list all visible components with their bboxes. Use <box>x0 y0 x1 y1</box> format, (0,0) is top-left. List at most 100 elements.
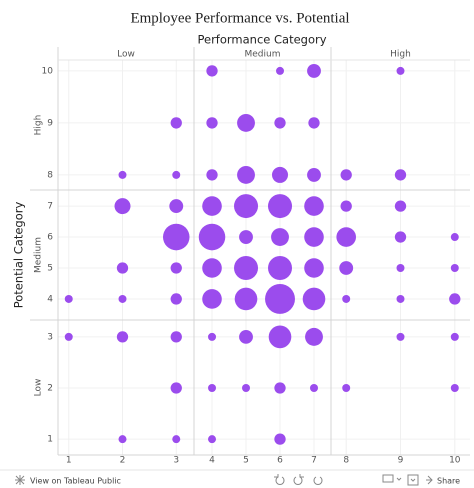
bubble <box>450 233 459 242</box>
bubble <box>239 329 253 344</box>
plot-area: Low 1 2 3 Medium 4 5 6 7 High 8 9 10 High 8 9 10 Medium 4 5… <box>30 47 470 466</box>
x-tick-label: 3 <box>173 456 179 466</box>
bubble <box>172 170 181 179</box>
bubble <box>162 223 190 251</box>
bubble <box>172 435 181 444</box>
bubble <box>396 66 405 75</box>
bubble <box>450 384 459 393</box>
bubble <box>394 231 407 243</box>
bubble <box>206 117 218 129</box>
y-pane-label: Low <box>34 379 44 397</box>
bubble <box>265 283 295 314</box>
x-pane-label: Low <box>117 50 135 60</box>
share-button[interactable]: Share <box>437 477 460 486</box>
bubble <box>116 262 129 274</box>
bubble <box>450 332 459 341</box>
bubble <box>308 117 320 129</box>
bubble <box>336 227 357 247</box>
x-tick-label: 1 <box>66 456 72 466</box>
bubble <box>198 223 226 251</box>
bubble <box>276 66 285 75</box>
bubble <box>239 230 253 244</box>
bubble <box>449 293 461 305</box>
y-axis-title: Potential Category <box>12 202 26 309</box>
bubble <box>242 384 251 393</box>
bubble <box>202 196 222 216</box>
bubble <box>307 63 321 78</box>
y-tick-label: 1 <box>47 435 53 445</box>
bubble <box>118 435 127 444</box>
bubble <box>274 382 286 394</box>
bubble <box>450 264 459 272</box>
bubble <box>64 294 73 303</box>
x-axis-title: Performance Category <box>197 33 326 47</box>
bubble <box>234 287 258 311</box>
toolbar-icons <box>274 474 419 486</box>
y-tick-label: 5 <box>47 264 53 274</box>
x-tick-label: 8 <box>343 456 349 466</box>
bubble <box>271 228 289 246</box>
y-pane-label: High <box>34 115 44 136</box>
bubble <box>339 261 354 275</box>
bubble <box>116 331 129 343</box>
bubble <box>268 194 293 219</box>
y-tick-label: 6 <box>47 233 53 243</box>
bubble <box>170 262 182 274</box>
bubble <box>237 113 255 132</box>
share-icon <box>426 475 433 485</box>
x-tick-label: 6 <box>277 456 283 466</box>
bubble <box>394 200 407 212</box>
y-pane-label: Medium <box>34 237 44 273</box>
bubble <box>396 264 405 272</box>
bubble <box>304 227 324 247</box>
bubble <box>272 166 289 183</box>
bubble <box>302 287 326 311</box>
chart-title: Employee Performance vs. Potential <box>130 10 349 26</box>
y-tick-label: 9 <box>47 118 53 128</box>
bubble <box>234 256 259 280</box>
bubble <box>396 294 405 303</box>
bubble <box>208 332 217 341</box>
x-pane-label: High <box>390 50 411 60</box>
view-on-tableau-link[interactable]: View on Tableau Public <box>30 477 121 486</box>
bubble <box>342 384 351 393</box>
y-tick-label: 3 <box>47 332 53 342</box>
bubble <box>394 169 407 181</box>
bubble <box>169 199 184 214</box>
bubble <box>342 294 351 303</box>
tableau-icon <box>15 475 25 485</box>
bubble <box>396 332 405 341</box>
y-tick-label: 7 <box>47 202 53 212</box>
x-tick-label: 5 <box>243 456 249 466</box>
x-tick-label: 7 <box>311 456 317 466</box>
bubble <box>202 258 222 278</box>
bubble <box>206 169 218 181</box>
x-tick-label: 10 <box>449 456 461 466</box>
y-tick-label: 2 <box>47 384 53 394</box>
bubble <box>274 433 286 445</box>
bubble <box>310 384 319 393</box>
x-tick-label: 9 <box>398 456 404 466</box>
bubble <box>307 167 321 182</box>
bubble <box>268 325 292 349</box>
bubble <box>237 165 255 184</box>
bubble <box>114 198 131 215</box>
bubble <box>170 382 182 394</box>
bubble <box>234 194 259 219</box>
y-tick-label: 8 <box>47 170 53 180</box>
bubble <box>305 327 323 346</box>
x-tick-label: 2 <box>120 456 126 466</box>
bubble <box>118 294 127 303</box>
bubble <box>208 384 217 393</box>
bubble <box>118 170 127 179</box>
bubble <box>170 117 182 129</box>
y-tick-label: 10 <box>42 66 54 76</box>
x-pane-label: Medium <box>245 50 281 60</box>
bubble <box>268 256 293 280</box>
bubble <box>64 332 73 341</box>
bubble <box>304 196 324 216</box>
bubble <box>340 169 352 181</box>
bubble <box>170 293 182 305</box>
bubble <box>304 258 324 278</box>
bubble <box>340 200 352 212</box>
